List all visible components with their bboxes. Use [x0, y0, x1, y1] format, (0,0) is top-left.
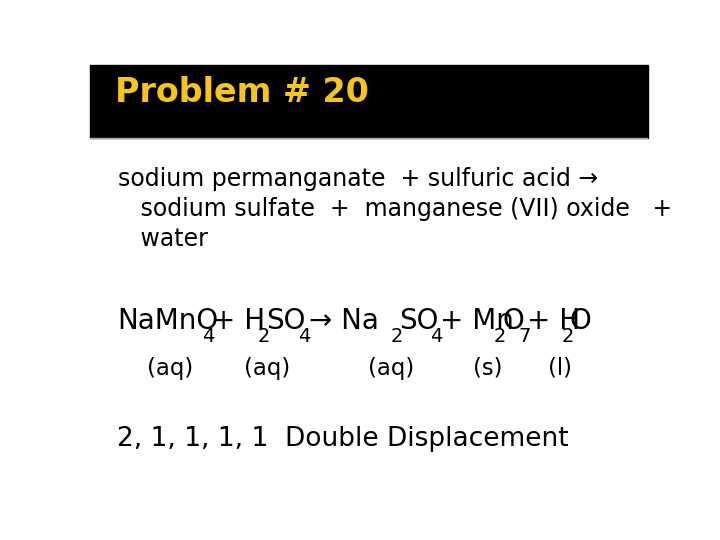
Text: O: O [570, 307, 592, 334]
Text: + H: + H [528, 307, 580, 334]
Text: 2: 2 [562, 327, 574, 347]
Text: + H: + H [212, 307, 265, 334]
Text: sodium sulfate  +  manganese (VII) oxide   +: sodium sulfate + manganese (VII) oxide + [118, 197, 672, 221]
Text: 4: 4 [431, 327, 443, 347]
Text: 4: 4 [202, 327, 214, 347]
Text: 4: 4 [298, 327, 310, 347]
Text: (aq): (aq) [368, 357, 414, 380]
Text: NaMnO: NaMnO [117, 307, 218, 334]
Text: Problem # 20: Problem # 20 [115, 76, 369, 109]
Text: → Na: → Na [309, 307, 379, 334]
Text: (aq): (aq) [244, 357, 290, 380]
Text: Double Displacement: Double Displacement [285, 426, 569, 452]
Bar [90, 65, 648, 138]
Text: 2, 1, 1, 1, 1: 2, 1, 1, 1, 1 [117, 426, 268, 452]
Text: O: O [503, 307, 525, 334]
Text: SO: SO [266, 307, 306, 334]
Text: (l): (l) [547, 357, 572, 380]
Text: sodium permanganate  + sulfuric acid →: sodium permanganate + sulfuric acid → [118, 167, 598, 191]
Text: 7: 7 [518, 327, 531, 347]
Text: (s): (s) [473, 357, 503, 380]
Text: 2: 2 [258, 327, 270, 347]
Text: 2: 2 [494, 327, 506, 347]
Text: water: water [118, 227, 208, 251]
Text: + Mn: + Mn [441, 307, 514, 334]
Text: (aq): (aq) [148, 357, 194, 380]
Text: 2: 2 [390, 327, 402, 347]
Text: SO: SO [399, 307, 438, 334]
